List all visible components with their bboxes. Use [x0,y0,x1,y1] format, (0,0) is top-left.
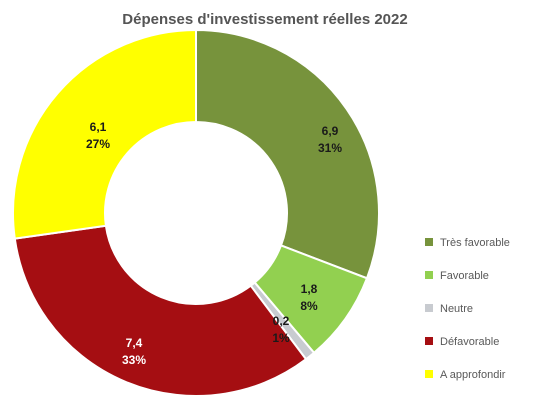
chart-title: Dépenses d'investissement réelles 2022 [122,11,407,28]
percent-label-tres-favorable: 31% [318,141,342,155]
percent-label-neutre: 1% [272,331,290,345]
legend-label-defavorable: Défavorable [440,336,499,348]
legend-swatch-a-approfondir [425,370,433,378]
legend-label-favorable: Favorable [440,270,489,282]
data-labels-group: 6,9 31% 1,8 8% 0,2 1% 7,4 33% 6,1 27% [86,120,342,367]
slice-a-approfondir [12,28,197,240]
value-label-defavorable: 7,4 [126,336,143,350]
value-label-a-approfondir: 6,1 [90,120,107,134]
legend-swatch-defavorable [425,337,433,345]
value-label-tres-favorable: 6,9 [322,124,339,138]
slice-tres-favorable [195,28,380,280]
percent-label-favorable: 8% [300,299,318,313]
value-label-neutre: 0,2 [273,314,290,328]
slices-group [12,28,380,397]
legend-swatch-favorable [425,271,433,279]
legend: Très favorable Favorable Neutre Défavorable… [425,237,510,381]
legend-label-neutre: Neutre [440,303,473,315]
slice-defavorable [13,224,308,397]
legend-swatch-tres-favorable [425,238,433,246]
percent-label-a-approfondir: 27% [86,137,110,151]
legend-swatch-neutre [425,304,433,312]
value-label-favorable: 1,8 [301,282,318,296]
legend-label-tres-favorable: Très favorable [440,237,510,249]
percent-label-defavorable: 33% [122,353,146,367]
legend-label-a-approfondir: A approfondir [440,369,506,381]
